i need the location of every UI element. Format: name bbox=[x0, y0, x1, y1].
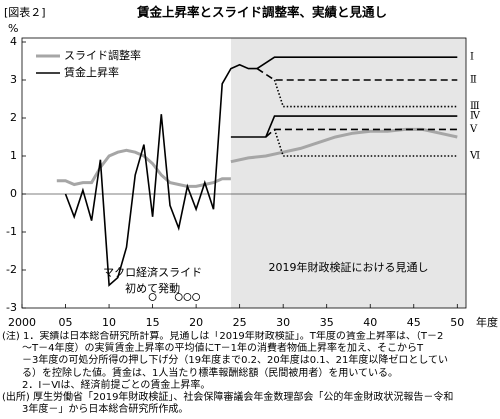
x-tick-label: 10 bbox=[102, 316, 116, 329]
x-unit: 年度 bbox=[476, 315, 498, 329]
slide-marker bbox=[174, 293, 183, 301]
series-line bbox=[273, 129, 458, 157]
series-label: Ⅱ bbox=[470, 75, 477, 86]
x-tick-label: 45 bbox=[407, 316, 421, 329]
legend-label: スライド調整率 bbox=[64, 48, 141, 62]
y-tick-label: 4 bbox=[10, 35, 17, 48]
note-line: (注) 1．実績は日本総合研究所計算。見通しは「2019年財政検証」。T年度の賃… bbox=[2, 331, 444, 342]
y-tick-label: -2 bbox=[6, 263, 17, 276]
series-label: Ⅰ bbox=[470, 52, 474, 63]
x-tick-label: 05 bbox=[59, 316, 73, 329]
plot-frame bbox=[21, 37, 467, 309]
note-line: ～T－4年度）の実質賃金上昇率の平均値にT－1年の消費者物価上昇率を加え、そこか… bbox=[2, 343, 424, 355]
y-tick-label: 0 bbox=[10, 187, 17, 200]
series-line bbox=[64, 63, 258, 287]
series-line bbox=[256, 56, 458, 70]
annotation: 初めて発動 bbox=[125, 281, 180, 295]
legend-label: 賃金上昇率 bbox=[64, 65, 119, 79]
slide-marker bbox=[183, 293, 192, 301]
x-tick-label: 20 bbox=[189, 316, 203, 329]
notes: (注) 1．実績は日本総合研究所計算。見通しは「2019年財政検証」。T年度の賃… bbox=[2, 331, 498, 416]
note-line: －3年度の可処分所得の押し下げ分（19年度まで0.2、20年度は0.1、21年度… bbox=[2, 355, 449, 367]
y-tick-label: -1 bbox=[6, 225, 17, 238]
y-tick-label: 3 bbox=[10, 73, 17, 86]
y-tick-label: 2 bbox=[10, 111, 17, 124]
y-unit: % bbox=[8, 22, 18, 35]
x-tick-label: 2000 bbox=[8, 316, 36, 329]
chart: [図表２] 賃金上昇率とスライド調整率、実績と見通し % 年度 2019年財政検… bbox=[4, 5, 498, 330]
slide-marker bbox=[148, 293, 157, 301]
series-label: Ⅵ bbox=[469, 151, 480, 162]
note-line: 2．Ⅰ－Ⅵは、経済前提ごとの賃金上昇率。 bbox=[2, 379, 211, 391]
series-label: Ⅴ bbox=[469, 124, 478, 135]
note-line: る）を控除した値。賃金は、1人当たり標準報酬総額（民間被用者）を用いている。 bbox=[2, 367, 399, 379]
x-tick-label: 25 bbox=[233, 316, 247, 329]
note-line: (出所) 厚生労働省「2019年財政検証」、社会保障審議会年金数理部会「公的年金… bbox=[2, 392, 454, 404]
projection-label: 2019年財政検証における見通し bbox=[268, 260, 428, 274]
y-tick-label: 1 bbox=[10, 149, 17, 162]
series-label: Ⅲ bbox=[470, 101, 480, 112]
chart-title: 賃金上昇率とスライド調整率、実績と見通し bbox=[136, 5, 387, 20]
series-label: Ⅳ bbox=[470, 111, 481, 122]
projection-area bbox=[230, 38, 466, 308]
figure-number: [図表２] bbox=[4, 5, 46, 19]
series-line bbox=[273, 79, 458, 108]
x-tick-label: 40 bbox=[363, 316, 377, 329]
x-tick-label: 30 bbox=[276, 316, 290, 329]
note-line: 3年度－」から日本総合研究所作成。 bbox=[2, 404, 189, 416]
slide-marker bbox=[192, 293, 201, 301]
x-tick-label: 50 bbox=[450, 316, 464, 329]
annotation: マクロ経済スライド bbox=[103, 265, 202, 279]
series-line bbox=[230, 115, 458, 138]
x-tick-label: 15 bbox=[146, 316, 160, 329]
x-tick-label: 35 bbox=[320, 316, 334, 329]
series-line bbox=[256, 67, 458, 81]
y-tick-label: -3 bbox=[6, 301, 17, 314]
